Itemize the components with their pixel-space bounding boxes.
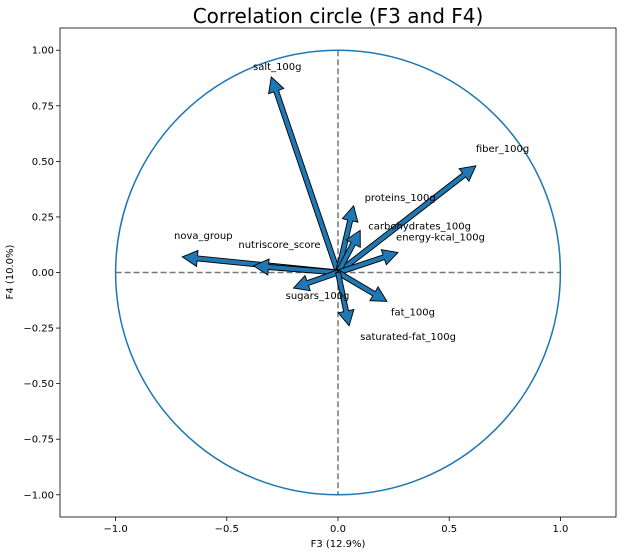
y-tick-label: −0.50 [23,379,54,390]
y-tick-label: 1.00 [32,46,54,57]
y-tick-label: 0.50 [32,157,54,168]
arrow-saturated-fat_100g [335,271,355,327]
x-tick-label: −1.0 [103,524,127,535]
y-tick-label: −0.75 [23,435,54,446]
y-tick-label: 0.25 [32,212,54,223]
plot-area: −1.0 −0.5 0.0 0.5 1.0 1.00 0.75 0.50 0.25 0.00 −0.… [23,27,617,535]
chart-title: Correlation circle (F3 and F4) [193,4,484,28]
y-tick-label: 0.75 [32,101,54,112]
arrow-sugars_100g [292,269,340,292]
arrow-fiber_100g [335,165,477,276]
arrow-energy-kcal_100g [336,249,399,276]
x-tick-label: 0.5 [441,524,457,535]
x-tick-label: 0.0 [330,524,346,535]
label-proteins_100g: proteins_100g [365,193,436,204]
x-tick-label: 1.0 [552,524,568,535]
label-nova_group: nova_group [174,231,233,242]
y-tick-label: 0.00 [32,268,54,279]
y-axis-label: F4 (10.0%) [5,244,16,299]
unit-circle [114,49,562,496]
label-energy-kcal_100g: energy-kcal_100g [396,232,485,243]
label-nutriscore_score: nutriscore_score [238,240,320,251]
label-sugars_100g: sugars_100g [286,291,350,302]
label-saturated-fat_100g: saturated-fat_100g [360,332,456,343]
arrow-salt_100g [268,75,341,274]
label-carbohydrates_100g: carbohydrates_100g [368,221,471,232]
arrow-carbohydrates_100g [335,229,361,275]
x-axis-label: F3 (12.9%) [311,539,366,550]
y-tick-label: −0.25 [23,324,54,335]
label-fiber_100g: fiber_100g [476,144,529,155]
label-fat_100g: fat_100g [391,307,435,318]
x-tick-label: −0.5 [215,524,239,535]
y-tick-label: −1.00 [23,490,54,501]
label-salt_100g: salt_100g [253,62,301,73]
arrow-fat_100g [336,269,388,302]
